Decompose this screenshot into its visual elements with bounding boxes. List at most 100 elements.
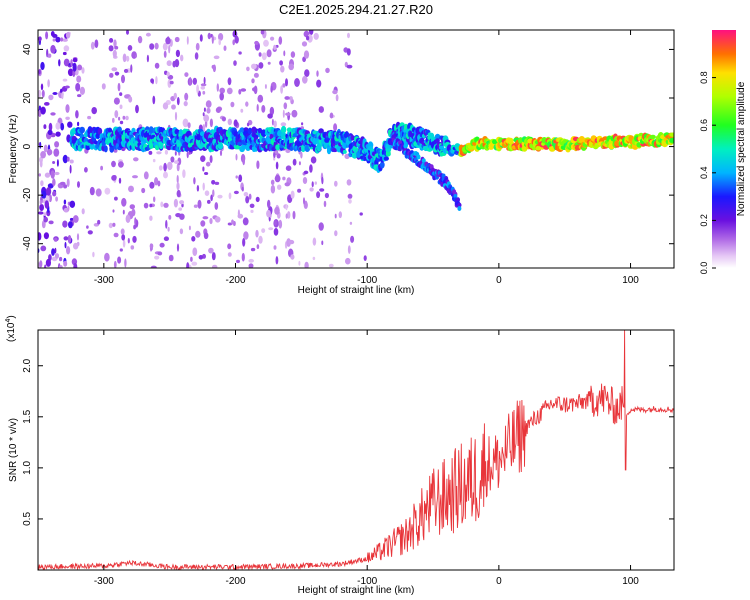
heatmap-noise-cell — [143, 171, 149, 180]
heatmap-noise-cell — [64, 85, 70, 89]
heatmap-noise-cell — [288, 239, 295, 245]
heatmap-noise-cell — [235, 153, 238, 161]
heatmap-noise-cell — [176, 97, 180, 106]
heatmap-noise-cell — [280, 65, 285, 73]
heatmap-noise-cell — [162, 102, 169, 110]
heatmap-noise-cell — [130, 64, 133, 73]
heatmap-noise-cell — [48, 94, 54, 101]
heatmap-noise-cell — [62, 154, 68, 164]
heatmap-noise-cell — [65, 104, 70, 113]
heatmap-noise-cell — [117, 256, 122, 264]
heatmap-ridge-cell — [342, 149, 347, 154]
heatmap-noise-cell — [200, 220, 206, 227]
heatmap-noise-cell — [240, 108, 244, 113]
heatmap-noise-cell — [193, 204, 198, 208]
heatmap-ridge-cell — [350, 135, 355, 141]
heatmap-noise-cell — [150, 265, 157, 268]
heatmap-noise-cell — [171, 104, 176, 110]
heatmap-noise-cell — [73, 242, 79, 250]
heatmap-noise-cell — [55, 131, 61, 137]
heatmap-noise-cell — [168, 215, 172, 220]
heatmap-noise-cell — [292, 158, 297, 166]
heatmap-noise-cell — [191, 261, 198, 266]
heatmap-noise-cell — [248, 258, 254, 263]
y-multiplier-close: ) — [6, 315, 17, 318]
bottom-x-axis-label: Height of straight line (km) — [298, 585, 415, 596]
heatmap-noise-cell — [109, 38, 114, 43]
top-x-tick-label: -300 — [94, 275, 114, 286]
heatmap-noise-cell — [55, 36, 61, 43]
heatmap-noise-cell — [346, 48, 351, 56]
heatmap-noise-cell — [319, 188, 325, 192]
heatmap-noise-cell — [149, 243, 154, 249]
heatmap-noise-cell — [203, 114, 210, 122]
heatmap-ridge-cell — [71, 127, 77, 134]
heatmap-noise-cell — [109, 72, 114, 78]
heatmap-noise-cell — [190, 256, 193, 262]
heatmap-noise-cell — [202, 124, 206, 133]
heatmap-noise-cell — [60, 122, 65, 131]
heatmap-noise-cell — [176, 243, 180, 252]
heatmap-noise-cell — [280, 85, 283, 94]
heatmap-noise-cell — [303, 170, 309, 175]
heatmap-noise-cell — [172, 60, 176, 68]
heatmap-noise-cell — [309, 187, 314, 192]
heatmap-noise-cell — [160, 201, 164, 208]
heatmap-noise-cell — [108, 222, 113, 229]
heatmap-noise-cell — [198, 254, 204, 260]
heatmap-noise-cell — [111, 67, 118, 72]
heatmap-noise-cell — [290, 190, 295, 199]
heatmap-noise-cell — [155, 76, 158, 85]
heatmap-noise-cell — [44, 102, 50, 106]
heatmap-ridge-cell — [97, 127, 103, 135]
heatmap-noise-cell — [202, 166, 205, 172]
colorbar-label: Normalized spectral amplitude — [736, 81, 747, 216]
heatmap-noise-cell — [59, 265, 63, 268]
heatmap-ridge-cell — [316, 143, 322, 150]
heatmap-noise-cell — [251, 78, 255, 84]
heatmap-noise-cell — [271, 118, 274, 126]
heatmap-noise-cell — [120, 228, 125, 235]
bottom-plot-frame — [37, 329, 675, 571]
heatmap-noise-cell — [311, 181, 314, 188]
heatmap-noise-cell — [167, 226, 170, 232]
heatmap-noise-cell — [65, 31, 71, 39]
heatmap-noise-cell — [221, 116, 226, 122]
heatmap-noise-cell — [152, 158, 156, 163]
heatmap-noise-cell — [154, 255, 160, 260]
heatmap-noise-cell — [55, 196, 58, 202]
heatmap-noise-cell — [56, 159, 59, 167]
heatmap-noise-cell — [334, 213, 337, 219]
heatmap-noise-cell — [297, 188, 302, 193]
heatmap-noise-cell — [52, 38, 56, 42]
top-x-tick-label: 100 — [622, 275, 639, 286]
heatmap-noise-cell — [52, 161, 56, 164]
heatmap-noise-cell — [124, 258, 127, 268]
heatmap-noise-cell — [182, 118, 189, 128]
heatmap-noise-cell — [114, 45, 119, 50]
heatmap-noise-cell — [218, 33, 224, 41]
heatmap-noise-cell — [204, 172, 209, 175]
heatmap-noise-cell — [279, 60, 283, 66]
heatmap-noise-cell — [238, 89, 242, 95]
heatmap-noise-cell — [277, 184, 282, 190]
heatmap-noise-cell — [347, 193, 353, 199]
heatmap-noise-cell — [126, 55, 130, 62]
heatmap-noise-cell — [48, 122, 53, 132]
heatmap-noise-cell — [126, 30, 129, 35]
heatmap-noise-cell — [202, 90, 206, 95]
heatmap-noise-cell — [39, 204, 44, 211]
heatmap-noise-cell — [168, 254, 174, 262]
heatmap-noise-cell — [40, 180, 44, 187]
heatmap-noise-cell — [114, 71, 120, 76]
heatmap-noise-cell — [290, 51, 296, 58]
heatmap-noise-cell — [153, 196, 156, 203]
bottom-x-tick-label: -300 — [94, 576, 114, 587]
heatmap-noise-cell — [301, 41, 308, 47]
heatmap-noise-cell — [200, 155, 206, 162]
heatmap-noise-cell — [75, 110, 79, 119]
heatmap-noise-cell — [298, 260, 301, 266]
heatmap-noise-cell — [214, 216, 221, 223]
heatmap-noise-cell — [47, 129, 53, 136]
heatmap-ridge-cell — [79, 126, 85, 134]
